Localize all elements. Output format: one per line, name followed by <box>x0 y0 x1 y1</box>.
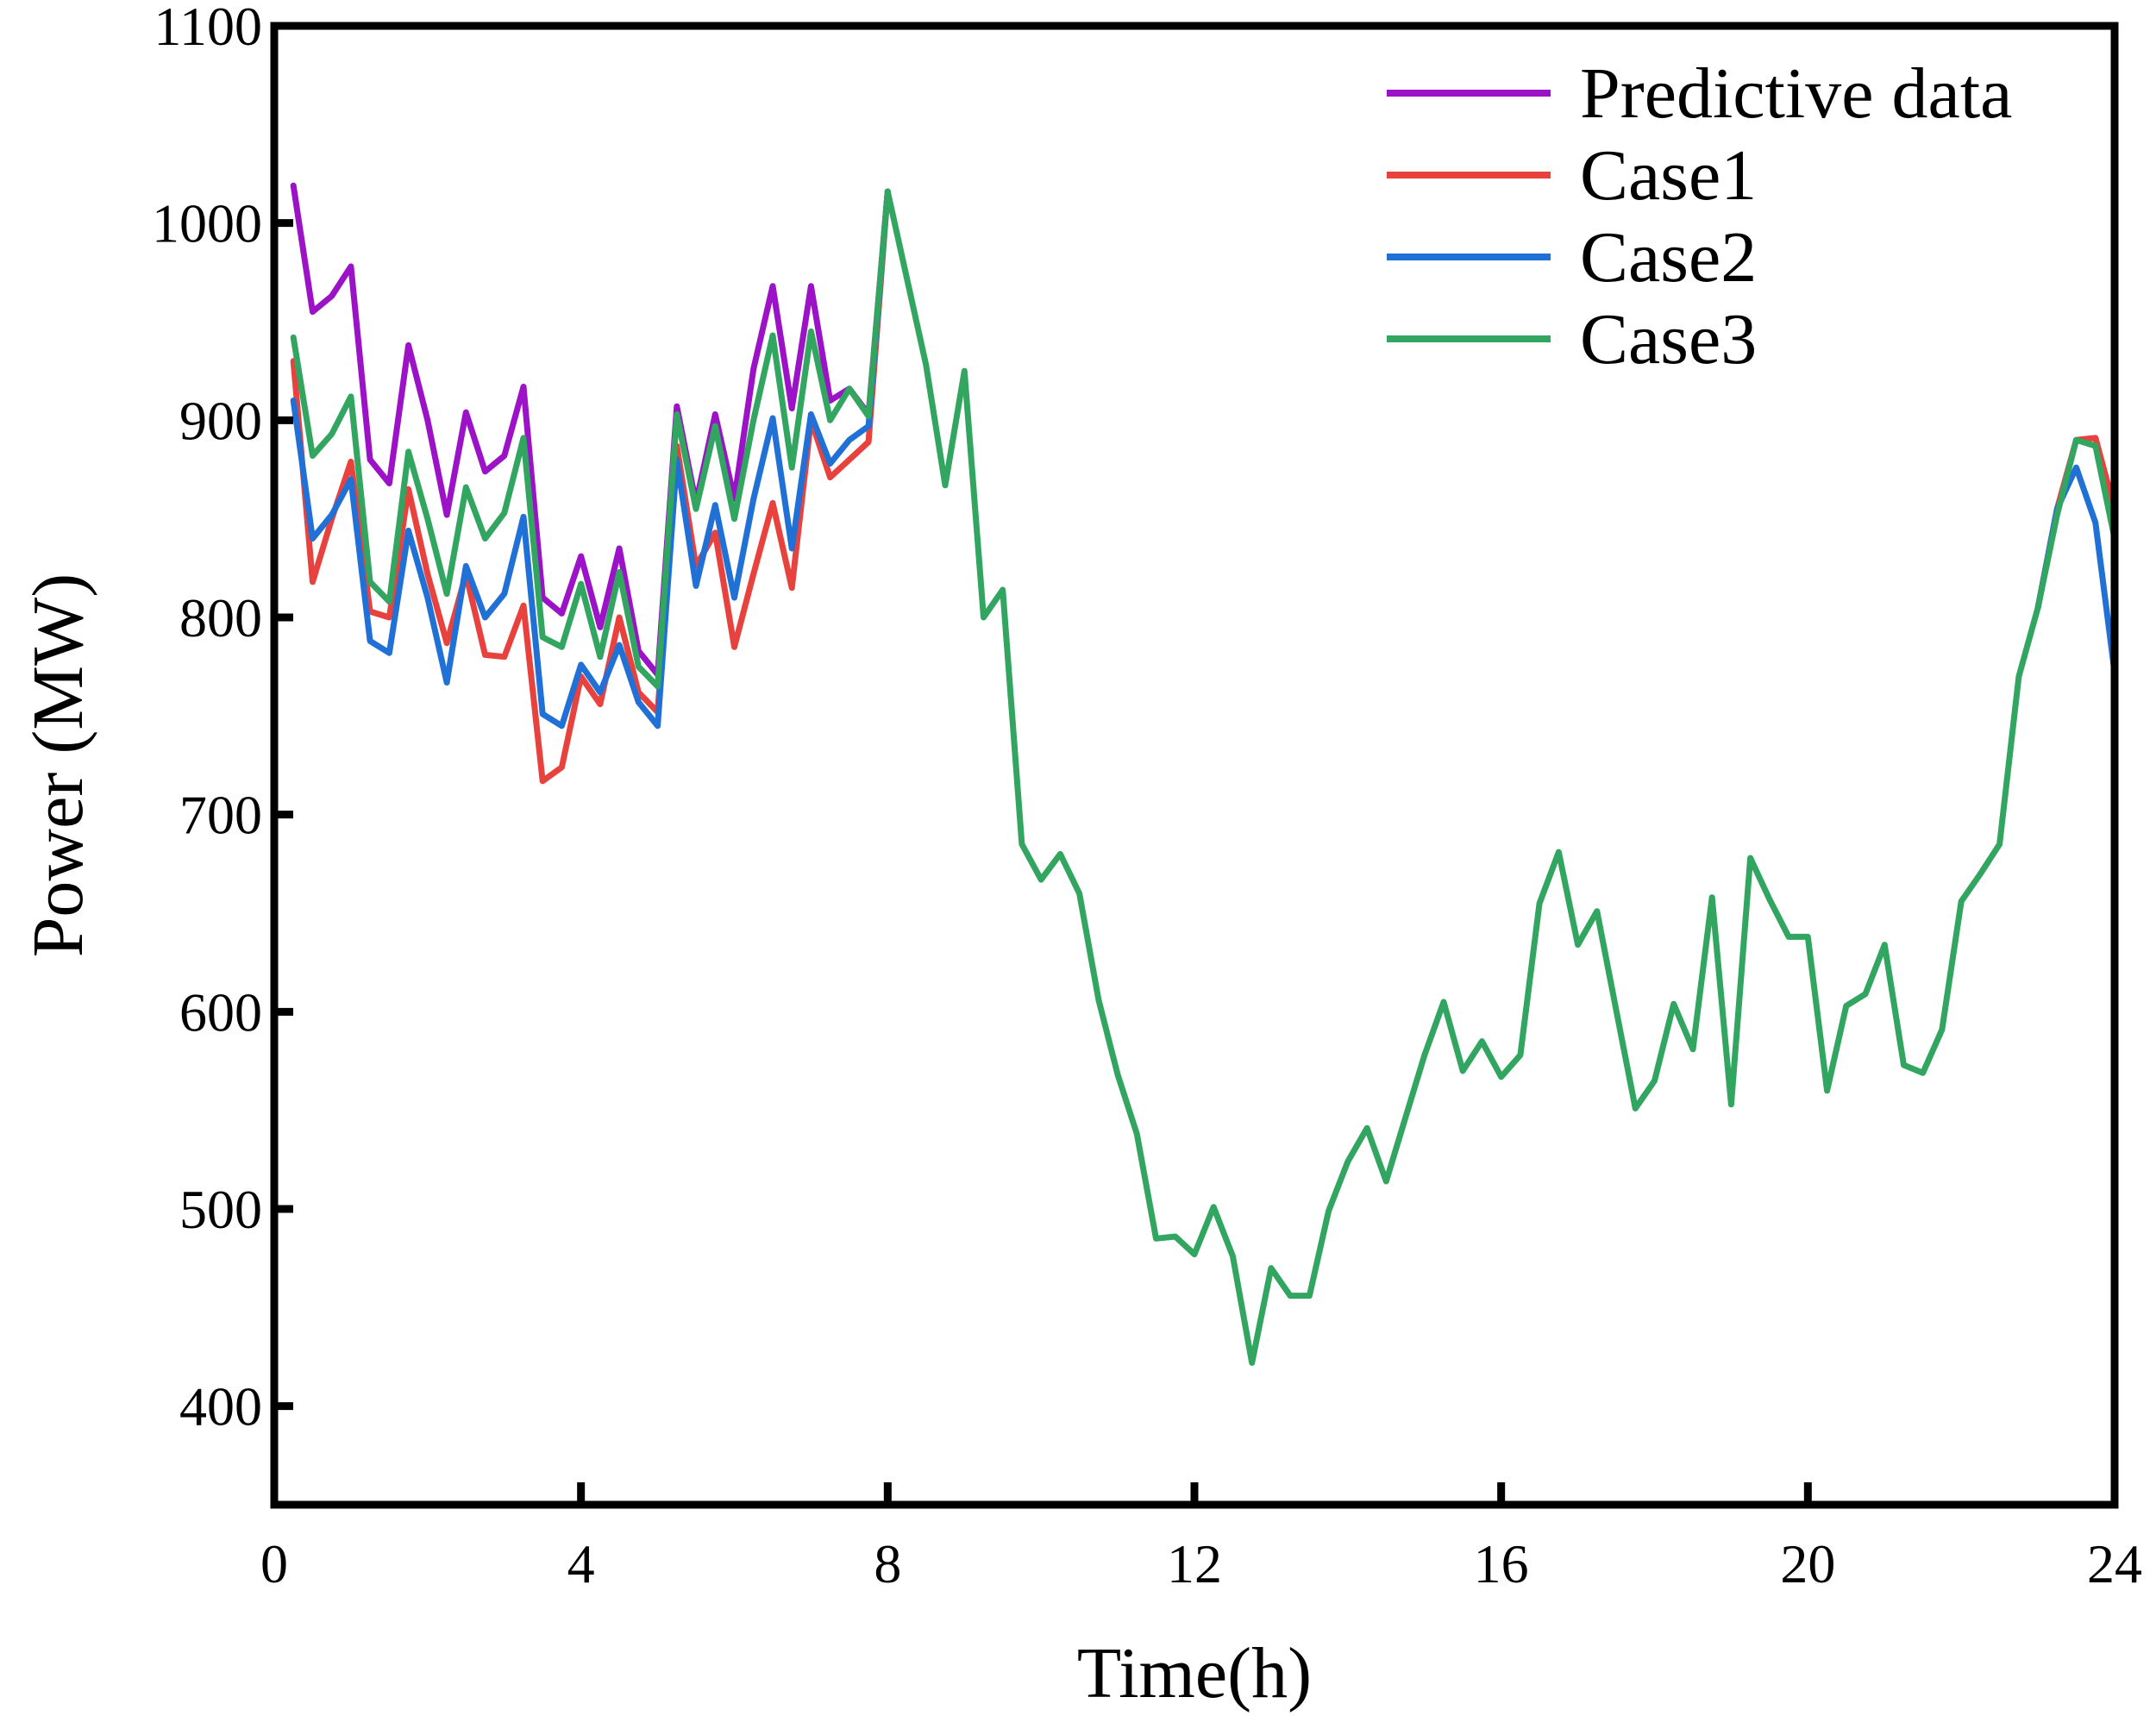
x-tick-label: 8 <box>874 1533 901 1594</box>
series-line-case3-shared <box>884 188 2041 1366</box>
x-tick-label: 24 <box>2087 1533 2142 1594</box>
legend-label: Case3 <box>1580 299 1757 379</box>
y-axis-title: Power (MW) <box>18 573 98 958</box>
legend-label: Predictive data <box>1580 53 2012 134</box>
series-line-case3 <box>290 188 891 690</box>
y-tick-label: 1000 <box>152 193 262 254</box>
legend-label: Case2 <box>1580 217 1757 297</box>
y-tick-label: 700 <box>179 785 262 846</box>
y-tick-label: 1100 <box>154 0 262 57</box>
y-tick-label: 900 <box>179 390 262 451</box>
series-line-predictive-data <box>290 182 891 678</box>
y-tick-label: 500 <box>179 1179 262 1240</box>
series-line-case2-end <box>2034 464 2118 676</box>
series-line-case3-end <box>2034 436 2118 611</box>
x-tick-label: 12 <box>1167 1533 1222 1594</box>
x-axis-title: Time(h) <box>1077 1633 1312 1713</box>
series-layer <box>290 182 2118 1366</box>
ticks-layer: 400 500 600 700 800 900 1000 1100 0 4 8 12 16 20 24 <box>152 0 2142 1594</box>
y-tick-label: 800 <box>179 587 262 648</box>
x-tick-label: 16 <box>1474 1533 1529 1594</box>
x-tick-label: 0 <box>260 1533 288 1594</box>
x-tick-label: 20 <box>1780 1533 1835 1594</box>
legend-label: Case1 <box>1580 135 1757 216</box>
series-line-case2 <box>290 188 891 730</box>
y-tick-label: 400 <box>179 1376 262 1437</box>
plot-frame <box>270 22 2119 1509</box>
y-tick-label: 600 <box>179 981 262 1043</box>
x-tick-label: 4 <box>567 1533 595 1594</box>
